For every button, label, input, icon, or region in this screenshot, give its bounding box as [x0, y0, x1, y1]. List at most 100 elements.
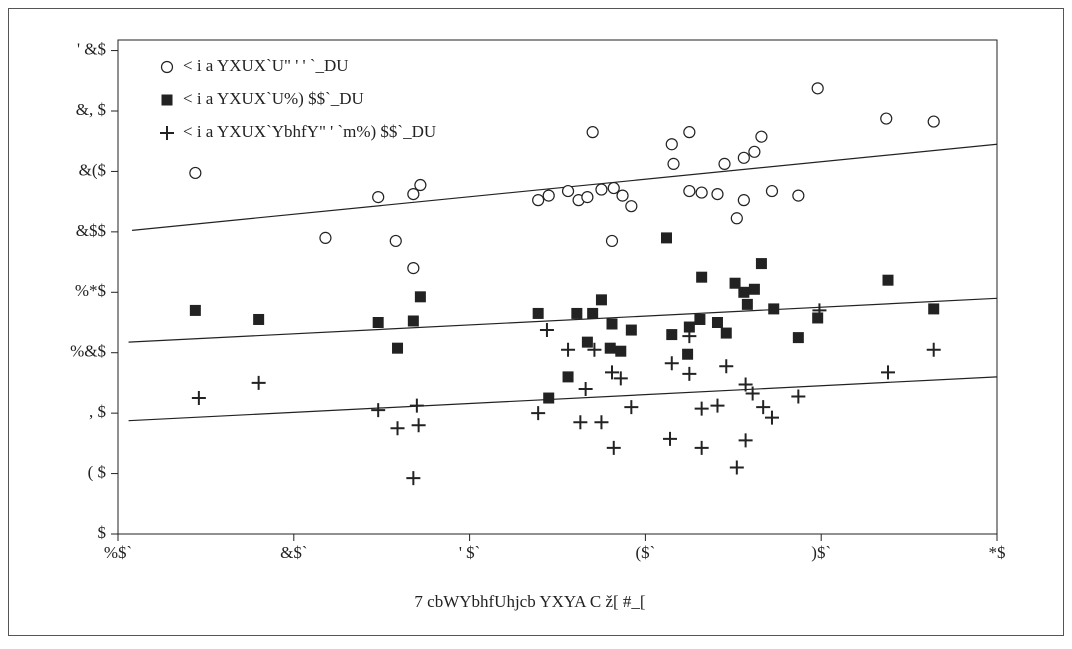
- point: [607, 181, 620, 195]
- point: [738, 433, 753, 448]
- x-tick-label: %$`: [104, 543, 132, 562]
- point: [683, 321, 695, 333]
- point: [571, 307, 583, 319]
- point: [694, 313, 706, 325]
- point: [390, 421, 405, 436]
- point: [191, 391, 206, 406]
- point: [604, 342, 616, 354]
- point: [615, 345, 627, 357]
- point: [595, 294, 607, 306]
- point: [882, 274, 894, 286]
- point: [407, 262, 420, 275]
- point: [730, 212, 743, 225]
- point: [660, 232, 672, 244]
- point: [319, 231, 332, 245]
- point: [407, 315, 419, 327]
- point: [543, 392, 555, 404]
- x-axis-label: 7 cbWYbhfUhjcb YXYA C ž[ #_[: [414, 592, 646, 611]
- point: [624, 400, 639, 415]
- point: [606, 440, 621, 455]
- point: [625, 324, 637, 336]
- point: [696, 271, 708, 283]
- point: [718, 157, 731, 170]
- point: [663, 431, 678, 446]
- point: [737, 194, 750, 207]
- y-tick-label: ( $: [88, 462, 106, 481]
- x-tick-label: *$: [989, 543, 1006, 562]
- point: [594, 415, 609, 430]
- point: [683, 126, 696, 139]
- point: [720, 327, 732, 339]
- legend-marker: [160, 60, 174, 74]
- point: [710, 398, 725, 413]
- point: [587, 342, 602, 357]
- point: [711, 317, 723, 329]
- point: [737, 151, 750, 164]
- point: [604, 365, 619, 380]
- point: [711, 187, 724, 201]
- point: [562, 371, 574, 383]
- point: [253, 313, 265, 325]
- point: [755, 258, 767, 270]
- point: [682, 366, 697, 381]
- point: [719, 359, 734, 374]
- x-tick-label: )$`: [811, 543, 831, 562]
- plot-area: [117, 39, 998, 535]
- point: [756, 400, 771, 415]
- point: [189, 166, 202, 180]
- frame: [8, 8, 1064, 636]
- point: [812, 303, 827, 318]
- x-tick-label: &$`: [280, 543, 307, 562]
- point: [755, 130, 768, 143]
- point: [414, 291, 426, 303]
- point: [926, 342, 941, 357]
- point: [372, 191, 385, 204]
- point: [605, 234, 619, 248]
- legend-marker: [160, 126, 174, 140]
- point: [595, 183, 608, 196]
- y-tick-label: &, $: [76, 100, 106, 119]
- point: [792, 332, 804, 344]
- point: [606, 318, 618, 330]
- point: [667, 157, 680, 170]
- point: [880, 112, 893, 125]
- point: [561, 342, 576, 357]
- point: [573, 415, 588, 430]
- point: [748, 145, 761, 158]
- point: [372, 317, 384, 329]
- point: [414, 178, 427, 192]
- legend-marker: [161, 94, 173, 106]
- point: [683, 184, 696, 198]
- point: [928, 303, 940, 315]
- point: [581, 191, 594, 204]
- point: [927, 115, 940, 128]
- point: [371, 403, 386, 418]
- point: [745, 386, 760, 401]
- point: [738, 377, 753, 392]
- point: [812, 312, 824, 324]
- point: [738, 286, 750, 298]
- y-tick-label: $: [98, 523, 107, 542]
- point: [392, 342, 404, 354]
- point: [694, 401, 709, 416]
- point: [613, 371, 628, 386]
- point: [791, 389, 806, 404]
- point: [411, 418, 426, 433]
- point: [616, 189, 629, 202]
- point: [811, 82, 824, 95]
- point: [586, 126, 599, 139]
- y-tick-label: &$$: [76, 221, 106, 240]
- point: [561, 184, 575, 198]
- point: [578, 381, 593, 396]
- point: [765, 184, 779, 198]
- point: [587, 307, 599, 319]
- point: [625, 200, 638, 213]
- point: [695, 186, 708, 199]
- point: [532, 307, 544, 319]
- point: [665, 138, 678, 151]
- point: [531, 406, 546, 421]
- point: [682, 329, 697, 344]
- point: [729, 277, 741, 289]
- point: [532, 194, 545, 207]
- point: [664, 356, 679, 371]
